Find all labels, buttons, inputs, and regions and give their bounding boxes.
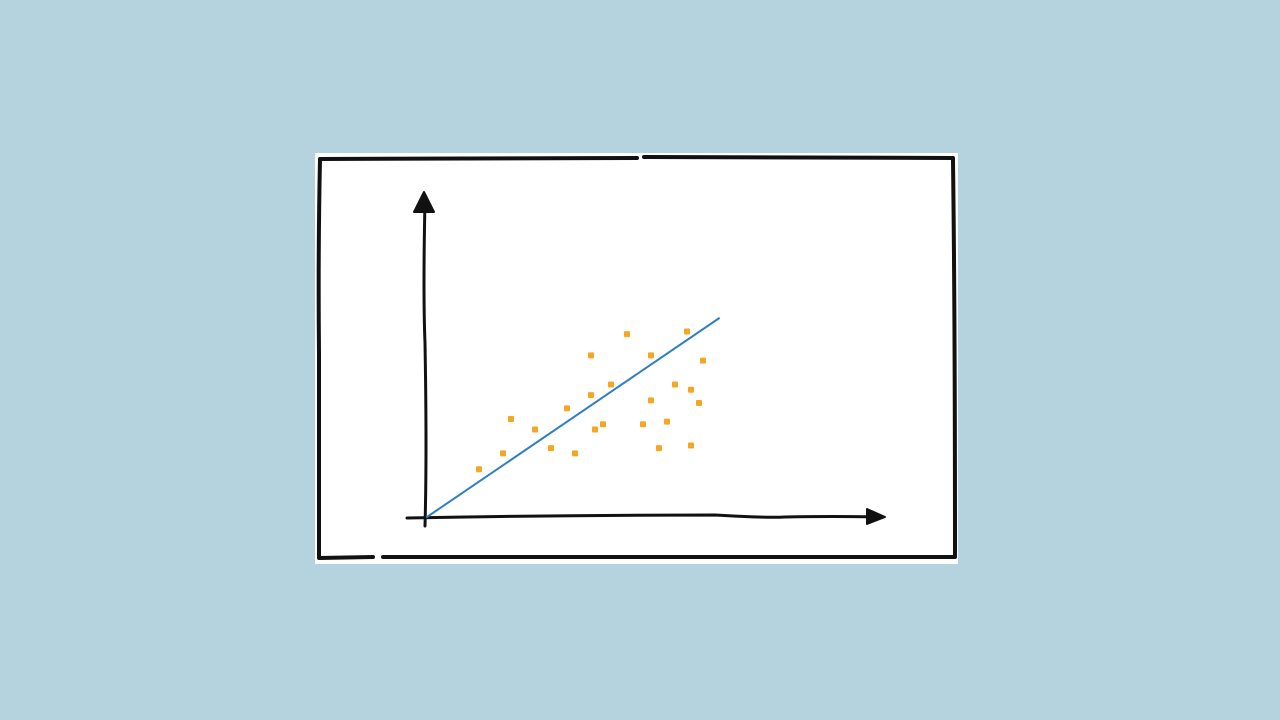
- data-point-5: [548, 445, 554, 452]
- data-point-11: [600, 421, 606, 428]
- data-point-1: [476, 466, 482, 473]
- data-point-10: [592, 426, 598, 433]
- data-point-6: [564, 405, 570, 412]
- data-point-24: [700, 357, 706, 364]
- data-point-21: [688, 386, 694, 393]
- scatter-chart: [316, 155, 957, 560]
- x-axis: [405, 513, 877, 520]
- data-point-17: [656, 445, 662, 452]
- data-point-7: [572, 450, 578, 457]
- data-point-18: [664, 418, 670, 425]
- data-point-22: [688, 442, 694, 449]
- y-axis-arrowhead: [413, 191, 435, 213]
- data-point-23: [696, 400, 702, 407]
- frame-border: [316, 155, 957, 560]
- data-point-15: [648, 397, 654, 404]
- data-point-19: [672, 381, 678, 388]
- x-axis-arrowhead: [866, 508, 886, 525]
- data-point-8: [588, 352, 594, 359]
- data-point-13: [624, 331, 630, 338]
- chart-frame: [315, 153, 958, 564]
- data-point-4: [532, 426, 538, 433]
- data-point-20: [684, 328, 690, 335]
- data-point-9: [588, 392, 594, 399]
- data-point-3: [508, 415, 514, 422]
- data-point-2: [500, 450, 506, 457]
- data-point-16: [648, 352, 654, 359]
- y-axis: [422, 199, 428, 528]
- data-point-14: [640, 421, 646, 428]
- trend-line: [426, 317, 720, 518]
- data-point-12: [608, 381, 614, 388]
